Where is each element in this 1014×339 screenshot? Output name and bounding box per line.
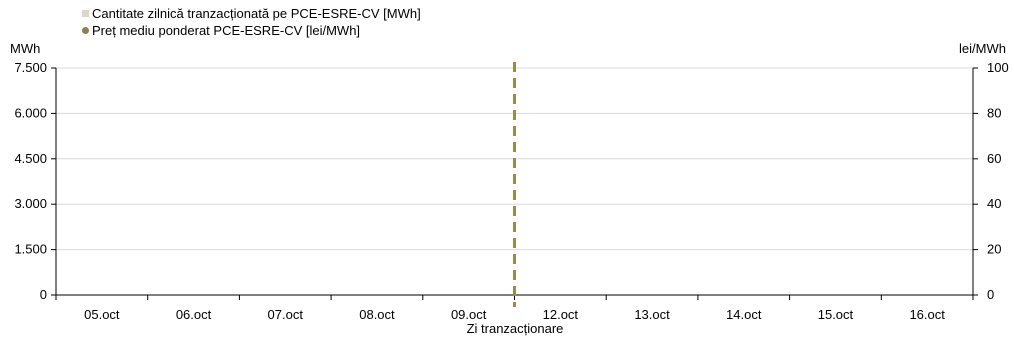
legend-label-price: Preț mediu ponderat PCE-ESRE-CV [lei/MWh…: [92, 23, 361, 38]
x-tick-label: 06.oct: [176, 307, 212, 322]
legend-label-quantity: Cantitate zilnică tranzacționată pe PCE-…: [92, 6, 421, 21]
x-tick-label: 07.oct: [268, 307, 304, 322]
x-tick-label: 09.oct: [451, 307, 487, 322]
y-right-tick-label: 40: [987, 196, 1001, 211]
y-right-tick-label: 100: [987, 60, 1009, 75]
legend-item-quantity: Cantitate zilnică tranzacționată pe PCE-…: [82, 5, 421, 22]
y-right-tick-label: 80: [987, 105, 1001, 120]
chart-legend: Cantitate zilnică tranzacționată pe PCE-…: [82, 5, 421, 39]
x-tick-label: 15.oct: [818, 307, 854, 322]
legend-swatch-price: [82, 27, 89, 34]
y-right-tick-label: 0: [987, 287, 994, 302]
y-left-tick-label: 3.000: [14, 196, 47, 211]
y-left-tick-label: 7.500: [14, 60, 47, 75]
x-tick-label: 13.oct: [634, 307, 670, 322]
x-tick-label: 05.oct: [84, 307, 120, 322]
y-axis-left-unit: MWh: [10, 41, 40, 56]
y-left-tick-label: 6.000: [14, 105, 47, 120]
y-axis-right-ticks: 0 20 40 60 80 100: [973, 60, 1009, 302]
x-tick-label: 16.oct: [909, 307, 945, 322]
x-axis-ticks: 05.oct 06.oct 07.oct 08.oct 09.oct 12.oct 13.o…: [55, 295, 974, 322]
x-tick-label: 08.oct: [359, 307, 395, 322]
x-tick-label: 14.oct: [726, 307, 762, 322]
y-right-tick-label: 20: [987, 242, 1001, 257]
y-right-tick-label: 60: [987, 151, 1001, 166]
x-tick-label: 12.oct: [543, 307, 579, 322]
y-axis-left-ticks: 0 1.500 3.000 4.500 6.000 7.500: [14, 60, 56, 302]
x-axis-label: Zi tranzacționare: [467, 321, 564, 336]
y-left-tick-label: 1.500: [14, 242, 47, 257]
y-left-tick-label: 4.500: [14, 151, 47, 166]
legend-item-price: Preț mediu ponderat PCE-ESRE-CV [lei/MWh…: [82, 22, 421, 39]
legend-swatch-quantity: [82, 10, 89, 17]
y-left-tick-label: 0: [40, 287, 47, 302]
y-axis-right-unit: lei/MWh: [959, 41, 1006, 56]
